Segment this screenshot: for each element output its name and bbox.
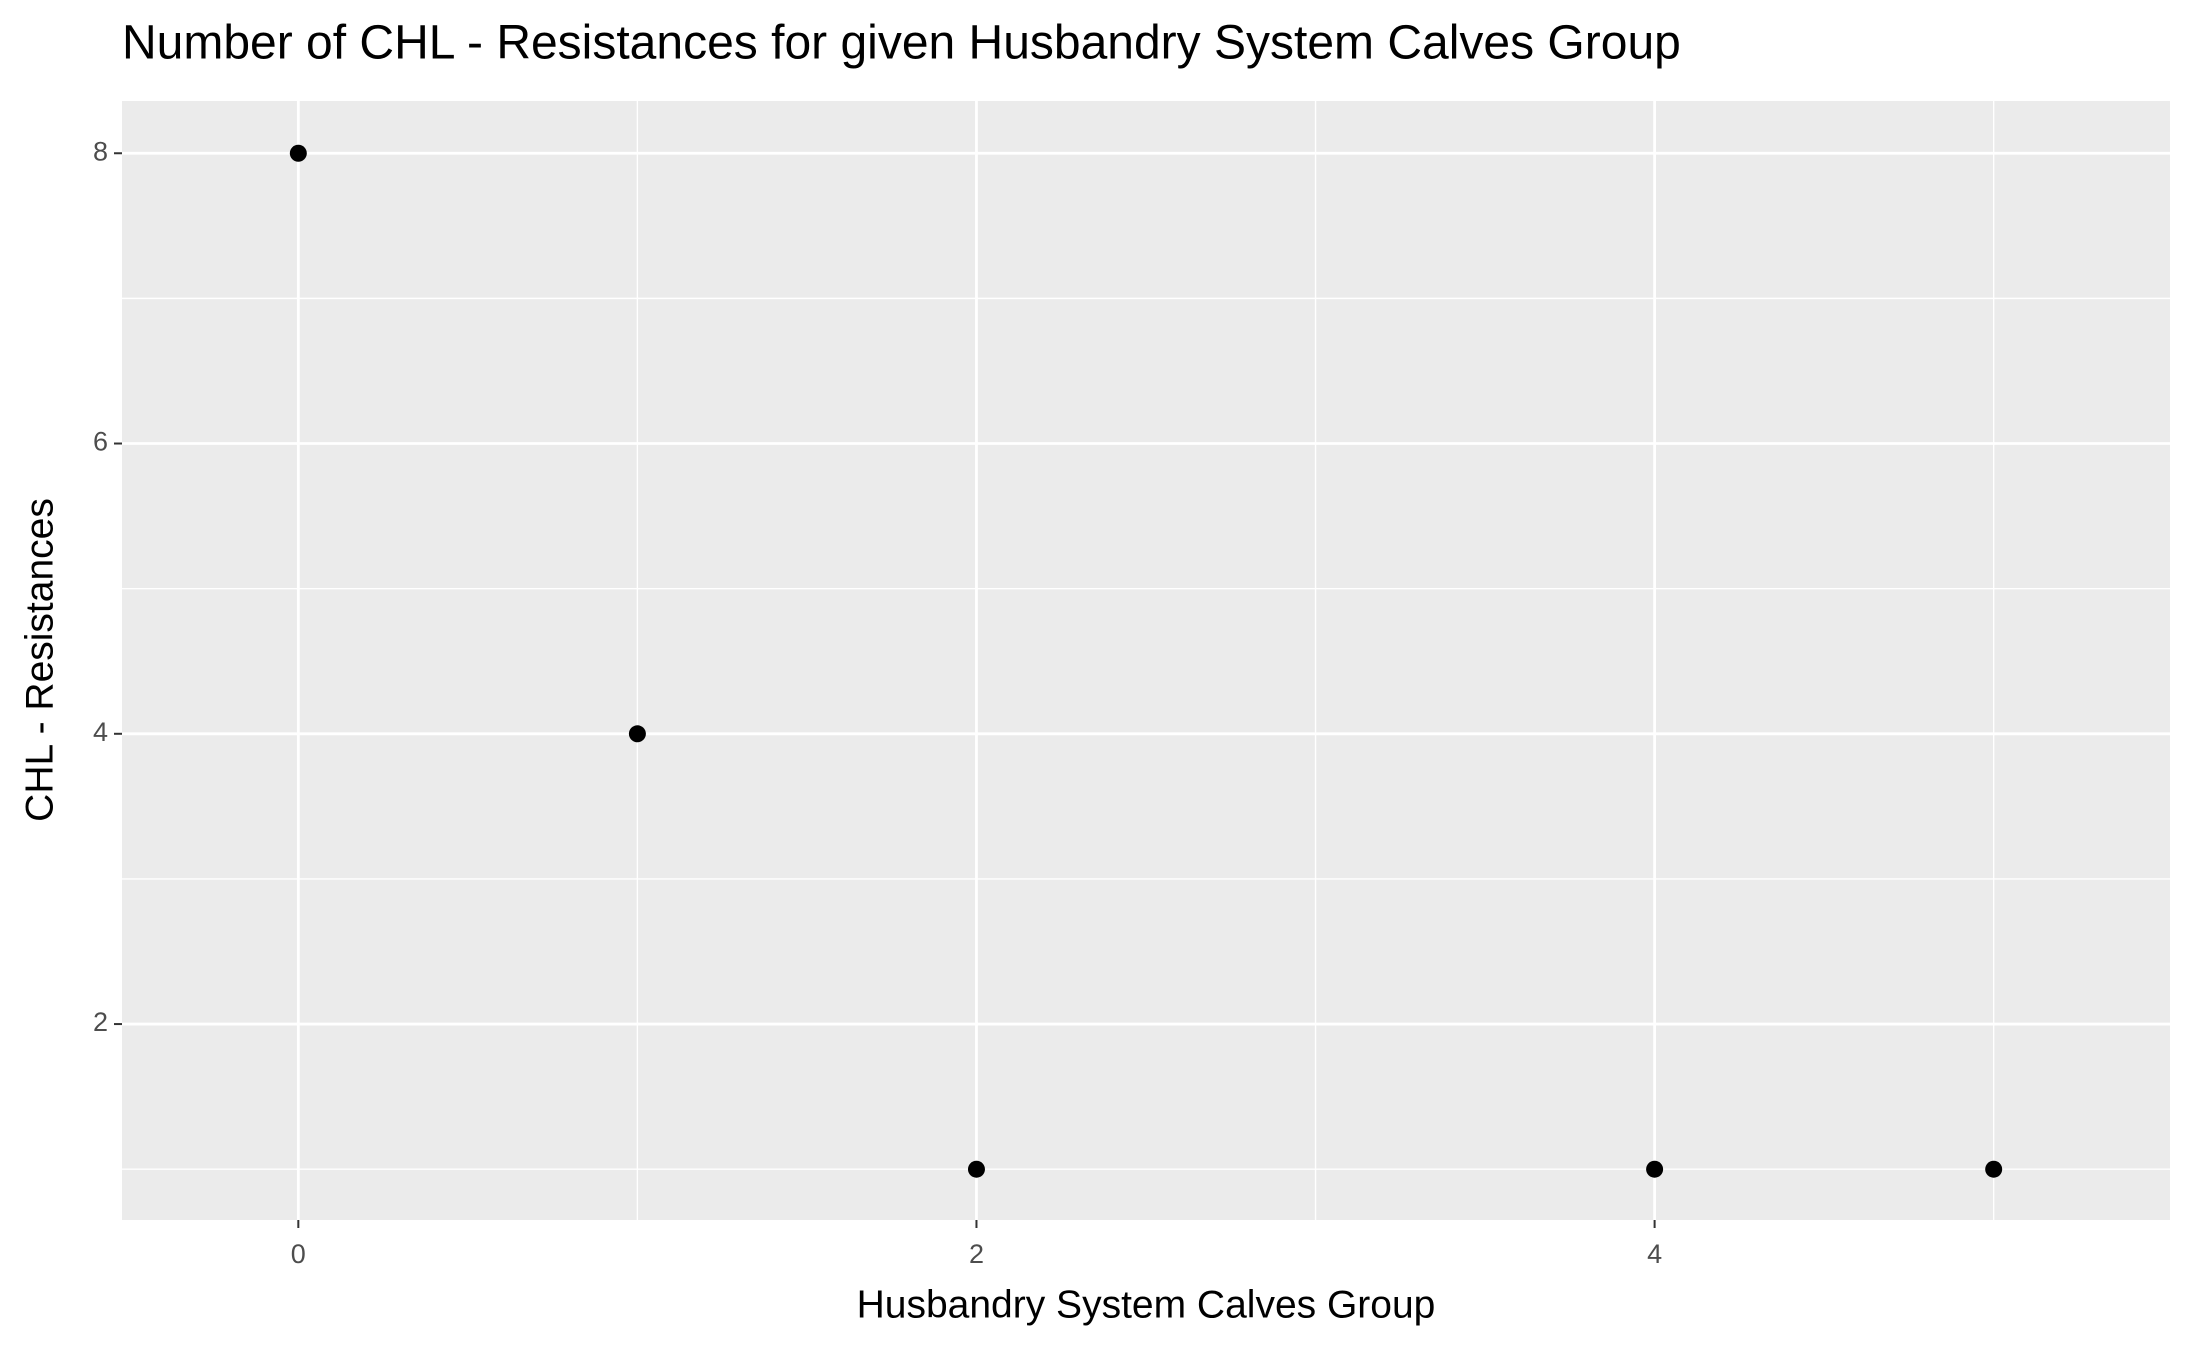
x-tick-label: 2	[969, 1239, 984, 1269]
x-axis-title: Husbandry System Calves Group	[857, 1283, 1436, 1326]
y-tick-label: 4	[93, 717, 108, 747]
y-tick-label: 8	[93, 136, 108, 166]
panel	[122, 101, 2170, 1220]
x-tick-label: 0	[291, 1239, 306, 1269]
y-tick-label: 6	[93, 427, 108, 457]
point	[1985, 1160, 2003, 1178]
point	[289, 144, 307, 162]
point	[967, 1160, 985, 1178]
point	[628, 725, 646, 743]
y-tick-label: 2	[93, 1007, 108, 1037]
x-tick-label: 4	[1647, 1239, 1662, 1269]
y-axis-title: CHL - Resistances	[18, 498, 61, 822]
point	[1646, 1160, 1664, 1178]
chart-title: Number of CHL - Resistances for given Hu…	[122, 17, 1681, 70]
